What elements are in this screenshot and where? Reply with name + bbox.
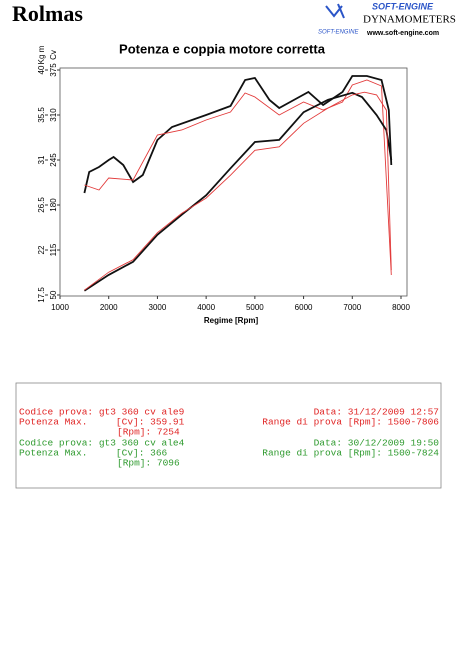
series-line <box>84 91 392 291</box>
y2-tick-label: 31 <box>37 155 46 164</box>
chart-title: Potenza e coppia motore corretta <box>119 41 326 56</box>
x-tick-label: 6000 <box>295 303 313 312</box>
y-tick-label: 115 <box>49 243 58 256</box>
plot-frame <box>59 67 408 297</box>
test-date: Data: 31/12/2009 12:57 <box>314 407 439 418</box>
y2-label: Kg m <box>37 45 46 64</box>
y-label: Cv <box>49 50 58 60</box>
logo-top: SOFT-ENGINE <box>372 1 434 11</box>
x-tick-label: 8000 <box>392 303 410 312</box>
test-range: Range di prova [Rpm]: 1500-7806 <box>262 417 439 428</box>
y-tick-label: 375 <box>49 63 58 77</box>
brand: Rolmas <box>12 1 83 26</box>
x-tick-label: 3000 <box>149 303 167 312</box>
logo-main: DYNAMOMETERS <box>363 14 456 26</box>
logo-small: SOFT-ENGINE <box>318 30 359 36</box>
x-tick-label: 4000 <box>197 303 215 312</box>
y-tick-label: 245 <box>49 153 58 167</box>
x-tick-label: 1000 <box>51 303 69 312</box>
test-power: Potenza Max. [Cv]: 359.91 <box>19 417 185 428</box>
series-line <box>83 75 393 194</box>
x-label: Regime [Rpm] <box>204 316 259 325</box>
y-tick-label: 310 <box>49 108 58 122</box>
logo-icon <box>325 3 345 19</box>
series-line <box>84 79 392 276</box>
test-rpm: [Rpm]: 7096 <box>117 458 180 469</box>
test-date: Data: 30/12/2009 19:50 <box>314 438 440 449</box>
logo-url: www.soft-engine.com <box>366 30 439 37</box>
x-tick-label: 2000 <box>100 303 118 312</box>
test-rpm: [Rpm]: 7254 <box>117 427 180 438</box>
y2-tick-label: 26.5 <box>37 197 46 213</box>
y-tick-label: 50 <box>49 290 58 299</box>
test-power: Potenza Max. [Cv]: 366 <box>19 448 168 459</box>
test-code: Codice prova: gt3 360 cv ale9 <box>19 407 185 418</box>
y2-tick-label: 40 <box>37 65 46 74</box>
report-box <box>15 382 442 489</box>
test-range: Range di prova [Rpm]: 1500-7824 <box>262 448 439 459</box>
y-tick-label: 180 <box>49 198 58 212</box>
series-line <box>83 91 393 292</box>
test-code: Codice prova: gt3 360 cv ale4 <box>19 438 185 449</box>
x-tick-label: 5000 <box>246 303 264 312</box>
y2-tick-label: 35.5 <box>37 107 46 123</box>
x-tick-label: 7000 <box>343 303 361 312</box>
y2-tick-label: 17.5 <box>37 287 46 303</box>
y2-tick-label: 22 <box>37 245 46 254</box>
